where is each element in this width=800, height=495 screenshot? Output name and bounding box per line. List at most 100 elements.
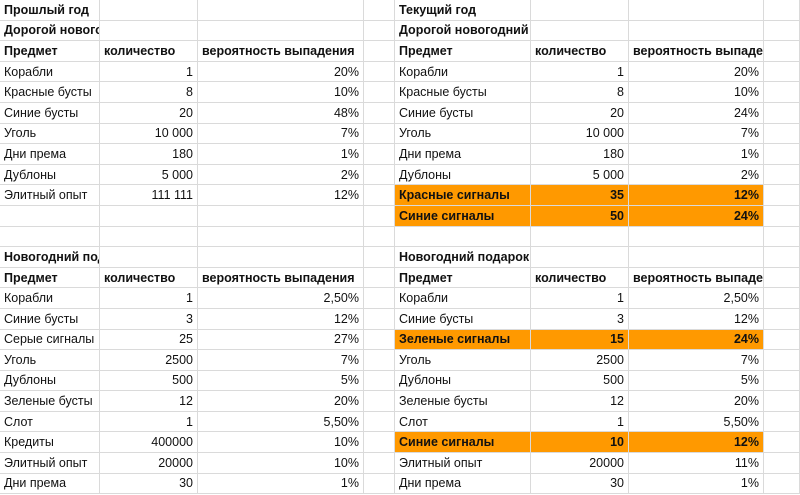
empty-cell[interactable] — [364, 205, 395, 227]
table-cell[interactable]: 10% — [198, 453, 364, 474]
empty-cell[interactable] — [364, 473, 395, 495]
empty-cell[interactable] — [364, 102, 395, 124]
expensive-gift-title[interactable]: Дорогой новогодний подарок — [0, 20, 100, 42]
highlighted-cell[interactable]: 10 — [531, 432, 629, 454]
table-cell[interactable]: 3 — [100, 308, 198, 330]
table-cell[interactable]: Элитный опыт — [0, 453, 100, 474]
empty-cell[interactable] — [764, 308, 800, 330]
empty-cell[interactable] — [764, 267, 800, 289]
empty-cell[interactable] — [364, 226, 395, 248]
table-cell[interactable]: 2% — [198, 164, 364, 186]
empty-cell[interactable] — [531, 247, 629, 268]
column-header[interactable]: Предмет — [395, 41, 531, 62]
empty-cell[interactable] — [764, 370, 800, 392]
highlighted-cell[interactable]: Синие сигналы — [395, 205, 531, 227]
empty-cell[interactable] — [764, 473, 800, 495]
highlighted-cell[interactable]: 24% — [629, 205, 764, 227]
table-cell[interactable]: Дни према — [0, 473, 100, 495]
table-cell[interactable]: Уголь — [0, 350, 100, 371]
empty-cell[interactable] — [764, 102, 800, 124]
column-header[interactable]: вероятность выпадения — [629, 41, 764, 62]
table-cell[interactable]: 1% — [198, 144, 364, 165]
empty-cell[interactable] — [100, 226, 198, 248]
empty-cell[interactable] — [629, 20, 764, 42]
table-cell[interactable]: 20 — [100, 102, 198, 124]
table-cell[interactable]: 2% — [629, 164, 764, 186]
table-cell[interactable]: 10% — [198, 82, 364, 103]
empty-cell[interactable] — [100, 0, 198, 21]
table-cell[interactable]: 2,50% — [198, 288, 364, 309]
table-cell[interactable]: 20% — [629, 391, 764, 412]
table-cell[interactable]: 25 — [100, 329, 198, 351]
table-cell[interactable]: 10% — [198, 432, 364, 454]
empty-cell[interactable] — [364, 61, 395, 83]
table-cell[interactable]: Серые сигналы — [0, 329, 100, 351]
table-cell[interactable]: 5,50% — [198, 411, 364, 433]
empty-cell[interactable] — [764, 61, 800, 83]
empty-cell[interactable] — [364, 0, 395, 21]
table-cell[interactable]: 5 000 — [100, 164, 198, 186]
empty-cell[interactable] — [364, 370, 395, 392]
table-cell[interactable]: 400000 — [100, 432, 198, 454]
highlighted-cell[interactable]: Синие сигналы — [395, 432, 531, 454]
empty-cell[interactable] — [364, 41, 395, 62]
table-cell[interactable]: 27% — [198, 329, 364, 351]
table-cell[interactable]: Дублоны — [395, 164, 531, 186]
empty-cell[interactable] — [364, 267, 395, 289]
table-cell[interactable]: 1 — [100, 411, 198, 433]
table-cell[interactable]: 12% — [629, 308, 764, 330]
table-cell[interactable]: Синие бусты — [0, 308, 100, 330]
empty-cell[interactable] — [364, 20, 395, 42]
table-cell[interactable]: Уголь — [395, 350, 531, 371]
empty-cell[interactable] — [0, 205, 100, 227]
expensive-gift-title[interactable]: Дорогой новогодний подарок — [395, 20, 531, 42]
empty-cell[interactable] — [764, 247, 800, 268]
empty-cell[interactable] — [764, 164, 800, 186]
column-header[interactable]: Предмет — [0, 41, 100, 62]
table-cell[interactable]: 11% — [629, 453, 764, 474]
empty-cell[interactable] — [364, 308, 395, 330]
table-cell[interactable]: 2500 — [100, 350, 198, 371]
highlighted-cell[interactable]: 50 — [531, 205, 629, 227]
table-cell[interactable]: 7% — [198, 123, 364, 145]
empty-cell[interactable] — [764, 205, 800, 227]
table-cell[interactable]: 5,50% — [629, 411, 764, 433]
empty-cell[interactable] — [764, 226, 800, 248]
empty-cell[interactable] — [764, 0, 800, 21]
table-cell[interactable]: 7% — [629, 123, 764, 145]
table-cell[interactable]: 20% — [629, 61, 764, 83]
empty-cell[interactable] — [364, 411, 395, 433]
empty-cell[interactable] — [198, 20, 364, 42]
table-cell[interactable]: 1% — [198, 473, 364, 495]
column-header[interactable]: вероятность выпадения — [198, 267, 364, 289]
table-cell[interactable]: 20000 — [531, 453, 629, 474]
column-header[interactable]: количество — [100, 41, 198, 62]
highlighted-cell[interactable]: 12% — [629, 185, 764, 206]
empty-cell[interactable] — [395, 226, 531, 248]
empty-cell[interactable] — [764, 41, 800, 62]
column-header[interactable]: вероятность выпадения — [198, 41, 364, 62]
table-cell[interactable]: Корабли — [395, 288, 531, 309]
empty-cell[interactable] — [198, 205, 364, 227]
table-cell[interactable]: Элитный опыт — [395, 453, 531, 474]
table-cell[interactable]: Слот — [395, 411, 531, 433]
empty-cell[interactable] — [364, 453, 395, 474]
table-cell[interactable]: 24% — [629, 102, 764, 124]
table-cell[interactable]: 180 — [100, 144, 198, 165]
empty-cell[interactable] — [364, 82, 395, 103]
empty-cell[interactable] — [364, 350, 395, 371]
table-cell[interactable]: Корабли — [0, 61, 100, 83]
table-cell[interactable]: Дни према — [395, 144, 531, 165]
empty-cell[interactable] — [364, 144, 395, 165]
table-cell[interactable]: 3 — [531, 308, 629, 330]
column-header[interactable]: Предмет — [395, 267, 531, 289]
table-cell[interactable]: 1 — [100, 288, 198, 309]
table-cell[interactable]: Красные бусты — [395, 82, 531, 103]
table-cell[interactable]: 5% — [198, 370, 364, 392]
table-cell[interactable]: 5% — [629, 370, 764, 392]
highlighted-cell[interactable]: Зеленые сигналы — [395, 329, 531, 351]
poor-gift-title[interactable]: Новогодний подарок для бедных — [0, 247, 100, 268]
table-cell[interactable]: Зеленые бусты — [0, 391, 100, 412]
table-cell[interactable]: Синие бусты — [395, 102, 531, 124]
table-cell[interactable]: 1% — [629, 144, 764, 165]
